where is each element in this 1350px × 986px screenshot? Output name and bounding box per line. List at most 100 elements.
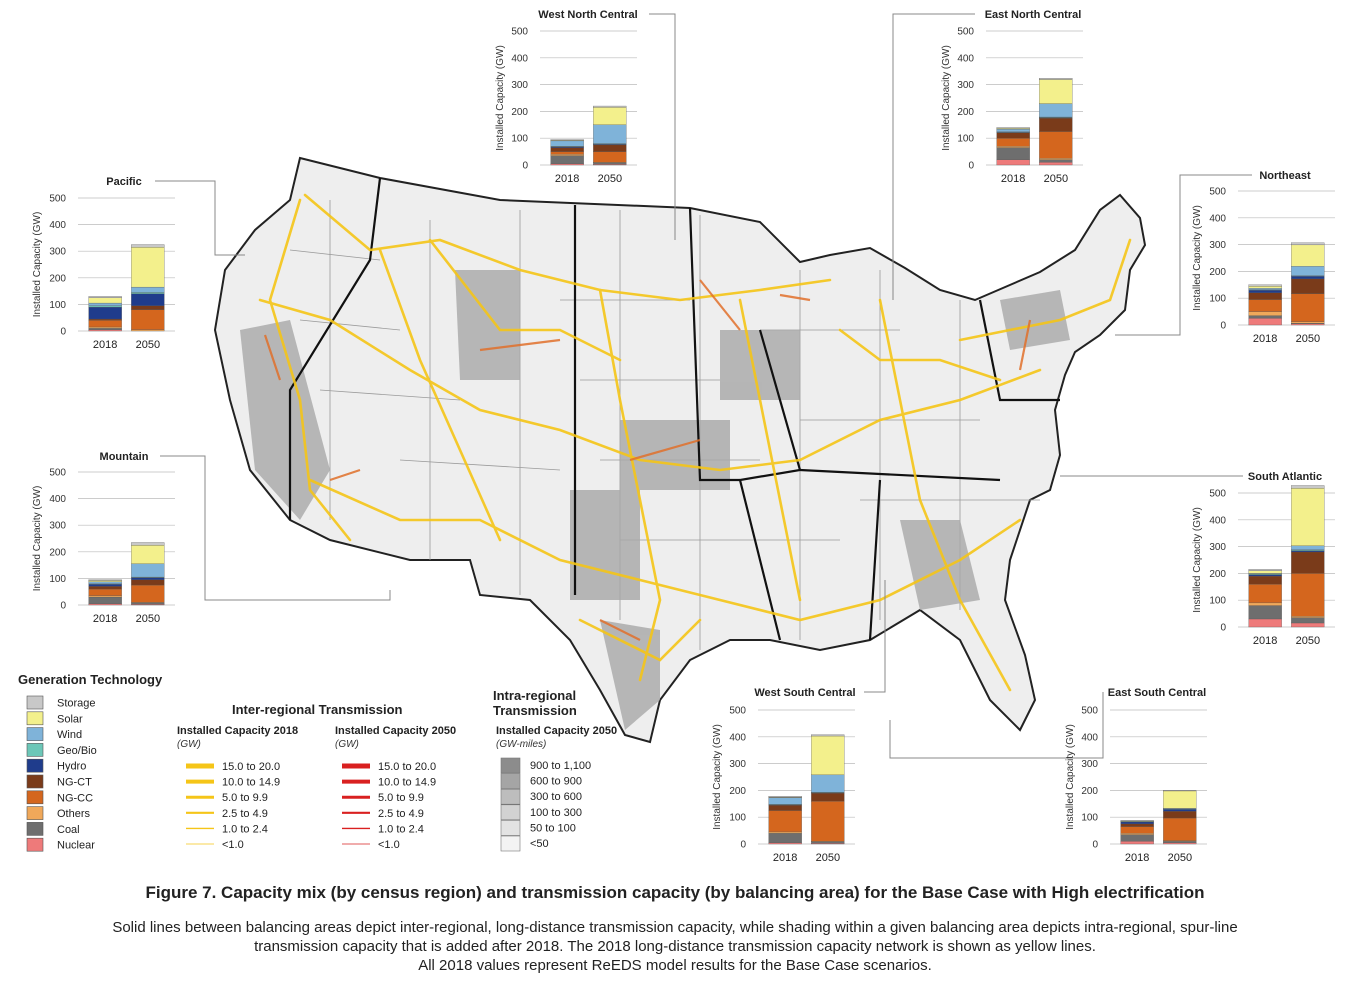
intra-swatch bbox=[500, 820, 521, 836]
caption-line-1: Solid lines between balancing areas depi… bbox=[112, 919, 1238, 936]
bar-segment-coal bbox=[1120, 834, 1154, 842]
bar-segment-others bbox=[550, 154, 584, 156]
y-tick-label: 300 bbox=[729, 759, 746, 770]
bar-segment-others bbox=[768, 831, 802, 834]
bar-segment-others bbox=[88, 326, 122, 329]
bar-segment-storage bbox=[1248, 284, 1282, 287]
generation-technology-legend: Generation Technology Storage Solar Wind Ge… bbox=[18, 672, 163, 852]
bar-segment-solar bbox=[1039, 79, 1073, 104]
legend-label-wind: Wind bbox=[57, 729, 82, 741]
y-tick-label: 400 bbox=[1209, 515, 1226, 526]
bin-2018-label: 1.0 to 2.4 bbox=[222, 823, 268, 835]
x-tick-label: 2050 bbox=[136, 613, 160, 625]
bar-segment-storage bbox=[1120, 820, 1154, 822]
bar-segment-coal bbox=[593, 162, 627, 165]
bar-segment-geo-bio bbox=[131, 292, 165, 294]
y-tick-label: 0 bbox=[522, 161, 528, 172]
bar-segment-ng-ct bbox=[88, 318, 122, 321]
bar-segment-solar bbox=[88, 580, 122, 583]
bar-segment-wind bbox=[550, 140, 584, 147]
x-tick-label: 2050 bbox=[1168, 852, 1192, 864]
legend-swatch-hydro bbox=[26, 758, 44, 773]
bar-segment-nuclear bbox=[1039, 162, 1073, 166]
y-tick-label: 100 bbox=[1209, 294, 1226, 305]
bar-segment-ng-cc bbox=[1120, 826, 1154, 834]
y-tick-label: 0 bbox=[1220, 623, 1226, 634]
y-tick-label: 400 bbox=[729, 732, 746, 743]
bar-segment-geo-bio bbox=[88, 305, 122, 308]
y-tick-label: 100 bbox=[1081, 813, 1098, 824]
inter-regional-title: Inter-regional Transmission bbox=[232, 702, 403, 717]
bar-segment-solar bbox=[131, 545, 165, 564]
y-tick-label: 0 bbox=[740, 840, 746, 851]
bar-segment-solar bbox=[88, 297, 122, 304]
bar-segment-storage bbox=[1039, 78, 1073, 80]
y-tick-label: 500 bbox=[1209, 187, 1226, 198]
bar-segment-wind bbox=[811, 774, 845, 793]
legend-swatch-others bbox=[26, 806, 44, 820]
x-tick-label: 2018 bbox=[1001, 173, 1025, 185]
y-tick-label: 400 bbox=[1081, 732, 1098, 743]
bar-segment-ng-cc bbox=[131, 309, 165, 330]
y-tick-label: 100 bbox=[957, 134, 974, 145]
transmission-2018-lines bbox=[258, 193, 1132, 692]
intra-swatch bbox=[500, 757, 521, 774]
bar-segment-wind bbox=[1291, 545, 1325, 550]
bar-segment-solar bbox=[1291, 488, 1325, 546]
bin-2018-label: 10.0 to 14.9 bbox=[222, 777, 280, 789]
bar-segment-ng-cc bbox=[1291, 573, 1325, 617]
chart-mountain: Mountain 0 100 200 300 400 500 Installed Capaci… bbox=[32, 451, 175, 625]
y-tick-label: 200 bbox=[511, 107, 528, 118]
bar-segment-coal bbox=[1291, 617, 1325, 624]
bar-segment-storage bbox=[1248, 569, 1282, 571]
bar-segment-wind bbox=[88, 581, 122, 584]
chart-title: East North Central bbox=[985, 9, 1082, 21]
y-axis-label: Installed Capacity (GW) bbox=[941, 45, 952, 151]
bar-segment-others bbox=[1248, 602, 1282, 606]
y-tick-label: 300 bbox=[957, 80, 974, 91]
bin-2050-label: 1.0 to 2.4 bbox=[378, 823, 424, 835]
bar-segment-wind bbox=[768, 797, 802, 805]
legend-swatch-storage bbox=[26, 695, 44, 710]
bar-segment-nuclear bbox=[88, 603, 122, 606]
bar-segment-nuclear bbox=[550, 163, 584, 166]
bar-segment-ng-ct bbox=[550, 147, 584, 152]
legend-label-geo-bio: Geo/Bio bbox=[57, 745, 97, 757]
y-axis-label: Installed Capacity (GW) bbox=[32, 486, 43, 592]
legend-label-ng-cc: NG-CC bbox=[57, 792, 93, 804]
bar-segment-storage bbox=[1163, 790, 1197, 792]
bar-segment-nuclear bbox=[1248, 318, 1282, 326]
y-axis-label: Installed Capacity (GW) bbox=[1192, 507, 1203, 613]
bar-segment-wind bbox=[88, 302, 122, 306]
bin-2018-label: <1.0 bbox=[222, 839, 244, 851]
bin-2018-label: 2.5 to 4.9 bbox=[222, 808, 268, 820]
x-tick-label: 2050 bbox=[1296, 635, 1320, 647]
inter-regional-legend: Inter-regional Transmission Installed Ca… bbox=[177, 702, 456, 851]
bar-segment-coal bbox=[768, 833, 802, 843]
y-tick-label: 100 bbox=[729, 813, 746, 824]
y-tick-label: 300 bbox=[1209, 542, 1226, 553]
bar-segment-ng-cc bbox=[996, 138, 1030, 147]
bar-segment-nuclear bbox=[996, 159, 1030, 166]
x-tick-label: 2018 bbox=[773, 852, 797, 864]
bar-segment-hydro bbox=[1248, 290, 1282, 293]
bar-segment-nuclear bbox=[1163, 842, 1197, 845]
bar-segment-storage bbox=[131, 542, 165, 546]
bar-segment-ng-cc bbox=[1291, 293, 1325, 322]
bar-segment-nuclear bbox=[1248, 618, 1282, 628]
bar-segment-ng-cc bbox=[1039, 131, 1073, 159]
bar-segment-ng-cc bbox=[768, 810, 802, 833]
legend-label-others: Others bbox=[57, 808, 91, 820]
bar-segment-ng-ct bbox=[1163, 811, 1197, 819]
y-tick-label: 500 bbox=[1081, 706, 1098, 717]
bar-segment-storage bbox=[88, 579, 122, 581]
callout-lines bbox=[155, 13, 1252, 759]
intra-swatch bbox=[500, 804, 521, 821]
bar-segment-coal bbox=[1248, 605, 1282, 620]
y-tick-label: 300 bbox=[1209, 240, 1226, 251]
x-tick-label: 2018 bbox=[555, 173, 579, 185]
y-tick-label: 500 bbox=[957, 27, 974, 38]
y-tick-label: 0 bbox=[1092, 840, 1098, 851]
x-tick-label: 2050 bbox=[1044, 173, 1068, 185]
intra-regional-legend: Intra-regional Transmission Installed Ca… bbox=[493, 688, 617, 852]
